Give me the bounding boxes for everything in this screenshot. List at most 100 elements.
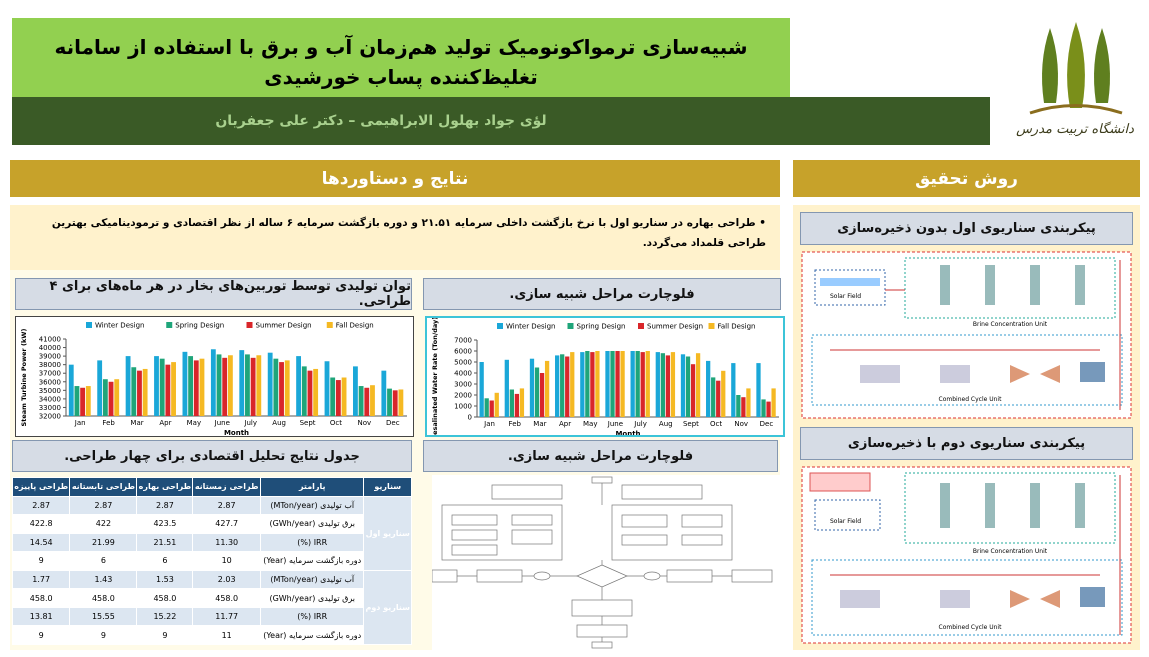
scenario2-title: پیکربندی سناریوی دوم با ذخیره‌سازی	[800, 427, 1133, 460]
bullet: • طراحی بهاره در سناریو اول با نرخ بازگش…	[10, 205, 780, 270]
y-tick-label: 39000	[39, 353, 61, 361]
value-cell: 9	[11, 625, 71, 645]
title: شبیه‌سازی ترمواکونومیک تولید هم‌زمان آب …	[12, 18, 790, 98]
bar	[210, 349, 216, 416]
bar	[137, 370, 142, 416]
bar	[358, 386, 364, 416]
value-cell: 422.8	[11, 514, 71, 534]
bar	[570, 352, 575, 417]
value-cell: 2.03	[192, 569, 262, 590]
flowchart-title: فلوچارت مراحل شبیه سازی.	[423, 440, 778, 472]
x-tick-label: May	[583, 420, 597, 428]
bar	[484, 398, 489, 417]
bar	[766, 401, 771, 417]
param-cell: دوره بازگشت سرمایه (Year)	[260, 551, 365, 571]
param-cell: IRR (%)	[260, 606, 365, 627]
bar	[80, 387, 86, 416]
x-tick-label: Feb	[102, 419, 115, 427]
bar	[188, 356, 194, 416]
bar	[353, 366, 358, 416]
bar	[534, 367, 540, 417]
bar	[479, 362, 484, 417]
bar	[273, 358, 279, 416]
header-row: سناریو پارامتر طراحی زمستانه طراحی بهاره طرا…	[11, 477, 412, 497]
table-row: برق تولیدی (GWh/year) 458.0 458.0 458.0 458.…	[11, 588, 412, 608]
value-cell: 422	[69, 514, 138, 534]
bar	[640, 352, 645, 417]
legend-swatch	[708, 323, 715, 329]
scenario-cell: سناریو اول	[363, 495, 412, 571]
bar	[296, 356, 302, 416]
table-row: سناریو اول آب تولیدی (MTon/year) 2.87 2.87 2…	[11, 495, 412, 571]
header-cell: سناریو	[363, 477, 412, 497]
value-cell: 21.51	[136, 532, 194, 553]
bar	[387, 388, 392, 416]
bar	[761, 399, 766, 417]
value-cell: 458.0	[11, 588, 71, 608]
value-cell: 9	[136, 625, 194, 645]
y-tick-label: 41000	[39, 336, 61, 344]
y-tick-label: 40000	[39, 344, 61, 352]
bar	[182, 351, 188, 416]
scenario2-diagram: Solar Field Brine Concentration Unit Com…	[801, 466, 1132, 644]
bar	[392, 390, 398, 416]
header-cell: طراحی زمستانه	[192, 477, 262, 497]
x-tick-label: Oct	[710, 420, 722, 428]
bar	[125, 356, 131, 416]
bar	[519, 388, 525, 417]
x-tick-label: May	[187, 419, 201, 427]
bar	[670, 352, 676, 417]
y-tick-label: 34000	[39, 395, 61, 403]
table-row: IRR (%) 11.30 21.51 21.99 14.54	[11, 532, 412, 553]
x-tick-label: July	[243, 419, 257, 427]
x-tick-label: Oct	[330, 419, 342, 427]
bar	[711, 377, 716, 417]
x-tick-label: Apr	[159, 419, 171, 427]
scenario-cell: سناریو دوم	[363, 569, 412, 646]
x-axis-label: Month	[224, 429, 249, 437]
value-cell: 1.77	[11, 569, 71, 590]
bar	[514, 393, 520, 417]
y-tick-label: 1000	[454, 403, 472, 411]
bar	[74, 386, 80, 416]
legend-swatch	[497, 323, 503, 329]
x-tick-label: Feb	[509, 420, 522, 428]
bar	[330, 377, 336, 416]
bar	[610, 351, 615, 417]
bar	[590, 352, 595, 417]
bar	[364, 387, 370, 416]
bar	[154, 356, 159, 416]
bar	[256, 355, 262, 416]
bar	[741, 397, 746, 417]
bar	[706, 360, 711, 417]
bar	[690, 364, 696, 417]
bar	[159, 358, 165, 416]
bullet-text: طراحی بهاره در سناریو اول با نرخ بازگشت …	[51, 217, 766, 249]
bar	[504, 359, 509, 417]
table-title: جدول نتایج تحلیل اقتصادی برای چهار طراحی…	[12, 440, 412, 472]
bar	[555, 355, 560, 417]
logo: دانشگاه تربیت مدرس	[1016, 22, 1134, 137]
value-cell: 458.0	[136, 588, 194, 608]
value-cell: 13.81	[11, 606, 71, 627]
bar	[131, 367, 137, 416]
bar	[620, 351, 625, 417]
legend-label: Spring Design	[577, 323, 626, 331]
bar	[68, 364, 74, 416]
y-tick-label: 5000	[454, 359, 472, 367]
value-cell: 458.0	[192, 588, 262, 608]
value-cell: 9	[69, 625, 138, 645]
param-cell: دوره بازگشت سرمایه (Year)	[260, 625, 365, 645]
value-cell: 2.87	[192, 495, 262, 516]
bar	[680, 354, 686, 417]
bar	[239, 350, 245, 416]
bar	[685, 356, 691, 417]
bar	[250, 357, 256, 416]
bar	[771, 388, 776, 417]
value-cell: 2.87	[11, 495, 71, 516]
table-row: IRR (%) 11.77 15.22 15.55 13.81	[11, 606, 412, 627]
value-cell: 6	[136, 551, 194, 571]
logo-text: دانشگاه تربیت مدرس	[1016, 121, 1134, 137]
bar	[284, 360, 290, 416]
param-cell: IRR (%)	[260, 532, 365, 553]
